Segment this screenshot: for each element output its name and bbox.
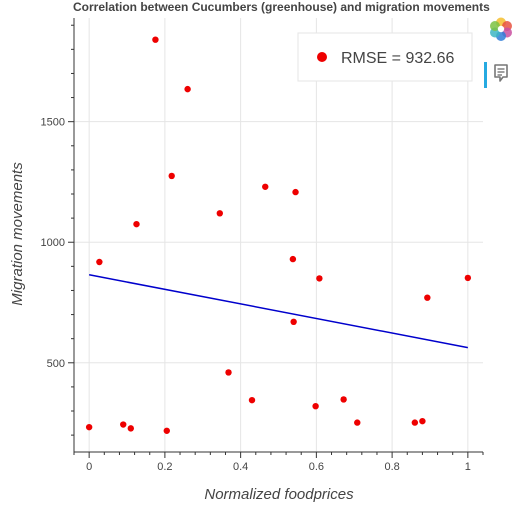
x-tick-label: 0 [86,461,92,473]
active-tool-indicator [484,62,487,88]
fit-line [89,274,468,349]
x-axis-label: Normalized foodprices [204,486,354,503]
y-axis-label: Migration movements [9,162,26,306]
data-point [340,396,347,403]
data-point [96,258,103,266]
hover-tool-icon[interactable] [488,60,518,90]
data-point [120,421,127,428]
data-point [316,275,323,282]
data-point [464,274,472,282]
chart-toolbar [484,14,524,104]
data-point [127,425,135,432]
data-point [292,188,299,196]
legend-marker [317,52,327,62]
x-tick-label: 0.2 [157,461,172,473]
x-tick-label: 0.6 [309,461,324,473]
data-point [290,318,297,325]
y-tick-label: 1000 [41,237,65,249]
legend: RMSE = 932.66 [297,32,473,82]
data-point [312,402,319,410]
data-point [424,294,431,301]
data-point [289,255,297,263]
data-point [184,85,191,93]
data-point [248,396,256,404]
x-tick-label: 1 [465,461,471,473]
axes [68,18,484,458]
data-point [225,369,232,376]
data-point [354,419,361,426]
fit-line-group [89,274,468,349]
x-tick-label: 0.8 [384,461,399,473]
data-point [168,172,175,180]
bokeh-logo-icon[interactable] [488,16,518,46]
x-tick-label: 0.4 [233,461,248,473]
y-tick-label: 500 [47,358,65,370]
data-points [85,36,472,434]
data-point [419,417,426,425]
legend-label: RMSE = 932.66 [341,50,455,67]
grid-lines [74,18,483,452]
data-point [262,183,269,190]
y-tick-label: 1500 [41,117,65,129]
chart-title: Correlation between Cucumbers (greenhous… [73,0,490,14]
data-point [152,36,159,43]
data-point [85,423,93,431]
data-point [216,210,224,217]
data-point [133,220,140,228]
data-point [163,427,170,434]
data-point [411,419,419,426]
